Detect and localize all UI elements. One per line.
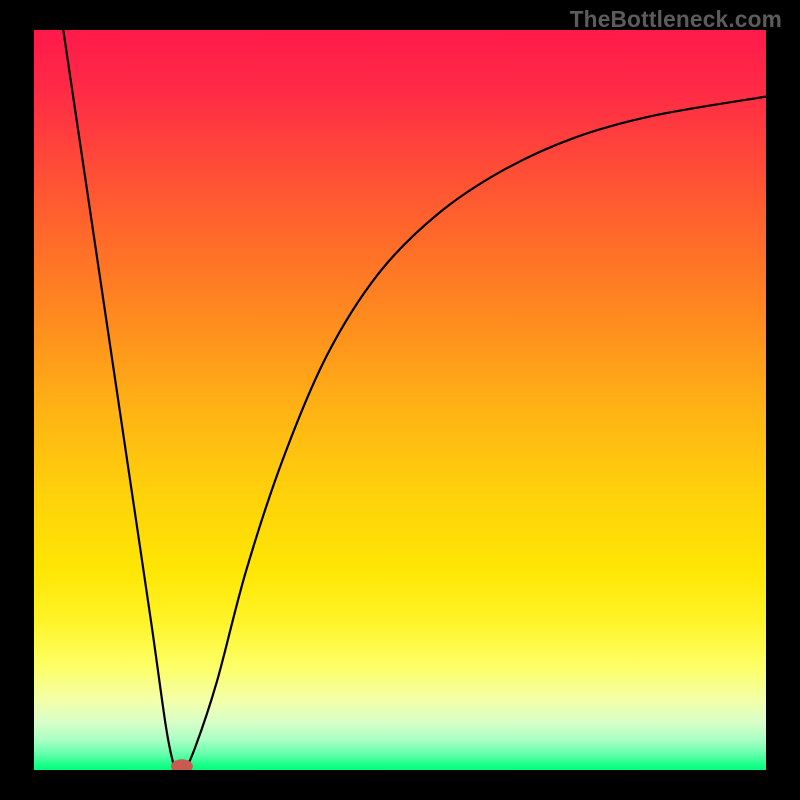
chart-frame: { "watermark": { "text": "TheBottleneck.… bbox=[0, 0, 800, 800]
watermark-text: TheBottleneck.com bbox=[570, 6, 782, 33]
bottleneck-chart bbox=[0, 0, 800, 800]
plot-background-gradient bbox=[34, 30, 766, 770]
